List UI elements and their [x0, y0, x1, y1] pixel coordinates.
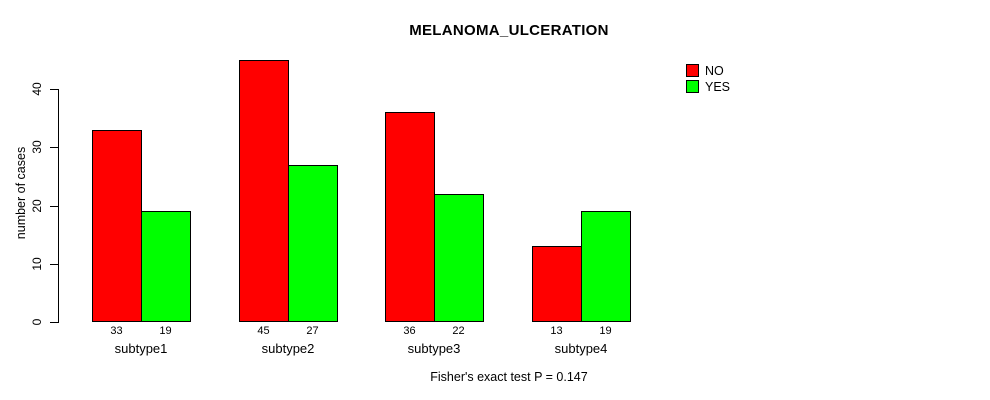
bar-yes-subtype3 — [434, 194, 484, 322]
bar-value-label: 22 — [452, 325, 465, 337]
bar-yes-subtype1 — [141, 211, 191, 322]
x-category-label: subtype4 — [554, 341, 608, 356]
y-tick-label: 30 — [30, 140, 44, 154]
bar-no-subtype1 — [92, 130, 142, 322]
x-category-label: subtype2 — [261, 341, 315, 356]
x-category-label: subtype3 — [407, 341, 461, 356]
y-tick-label: 40 — [30, 82, 44, 96]
bar-value-label: 33 — [110, 325, 123, 337]
annotation-fishers-test: Fisher's exact test P = 0.147 — [430, 370, 588, 384]
legend: NO YES — [686, 63, 730, 95]
bar-value-label: 19 — [599, 325, 612, 337]
bar-value-label: 45 — [257, 325, 270, 337]
bar-no-subtype4 — [532, 246, 582, 322]
legend-item-no: NO — [686, 63, 730, 78]
legend-swatch-no — [686, 64, 699, 77]
legend-label: YES — [705, 79, 731, 94]
y-tick-label: 0 — [30, 318, 44, 326]
y-tick-label: 10 — [30, 257, 44, 271]
y-axis-line — [58, 89, 59, 323]
y-axis-label: number of cases — [14, 146, 28, 240]
legend-label: NO — [705, 63, 724, 78]
bar-value-label: 36 — [403, 325, 416, 337]
legend-item-yes: YES — [686, 79, 730, 94]
bar-value-label: 19 — [159, 325, 172, 337]
bar-no-subtype2 — [239, 60, 289, 322]
bar-value-label: 13 — [550, 325, 563, 337]
bar-yes-subtype2 — [288, 165, 338, 322]
y-tick-label: 20 — [30, 199, 44, 213]
y-tick-mark — [50, 322, 58, 323]
x-category-label: subtype1 — [114, 341, 168, 356]
y-tick-mark — [50, 264, 58, 265]
legend-swatch-yes — [686, 80, 699, 93]
y-tick-mark — [50, 147, 58, 148]
bar-no-subtype3 — [385, 112, 435, 322]
bar-yes-subtype4 — [581, 211, 631, 322]
chart-title: MELANOMA_ULCERATION — [409, 22, 609, 39]
y-tick-mark — [50, 89, 58, 90]
y-tick-mark — [50, 206, 58, 207]
bar-value-label: 27 — [306, 325, 319, 337]
